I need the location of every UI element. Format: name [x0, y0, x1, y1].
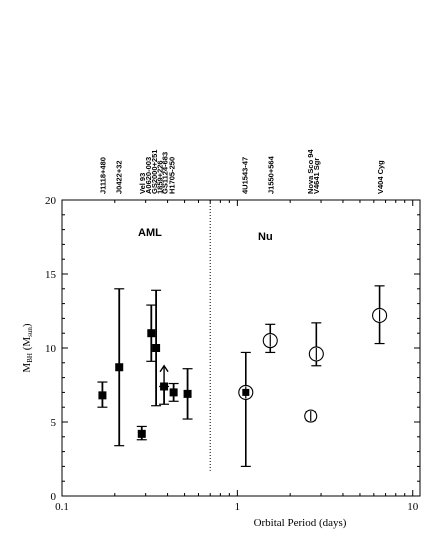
y-axis-label: MBH (Msun): [21, 323, 34, 372]
data-point-square: [146, 304, 157, 362]
data-point-square: [136, 425, 147, 441]
top-label: J1550+564: [267, 155, 276, 194]
top-label: GS2000+251: [150, 150, 159, 194]
data-point-square: [159, 364, 170, 405]
top-label: J0422+32: [115, 160, 124, 194]
data-point-square: [97, 381, 108, 408]
y-label-sub: BH: [26, 353, 34, 363]
limit-arrow-head: [159, 364, 169, 373]
y-tick-label: 5: [51, 417, 57, 429]
square-marker: [183, 389, 192, 398]
square-marker: [115, 363, 124, 372]
y-tick-label: 10: [45, 343, 57, 355]
data-point-square: [182, 368, 193, 420]
square-marker: [137, 429, 146, 438]
labels: AML Nu Orbital Period (days) MBH (Msun) …: [21, 149, 385, 529]
y-tick-label: 20: [45, 195, 57, 207]
top-label: V404 Cyg: [376, 160, 385, 194]
y-tick-label: 15: [45, 269, 57, 281]
square-marker: [98, 391, 107, 400]
axes: [61, 199, 421, 497]
data-point-square: [151, 289, 162, 407]
square-marker: [147, 329, 156, 338]
region-label-aml: AML: [138, 227, 162, 239]
top-label: 4U1543-47: [241, 157, 250, 194]
square-marker: [152, 344, 161, 352]
x-tick-label: 0.1: [55, 501, 69, 513]
top-label: GS1124-683: [161, 152, 170, 194]
top-label: Nova Sco 94: [306, 149, 315, 194]
ticks: 0 5 10 15 20 0.1 1 10: [45, 195, 420, 513]
region-label-nu: Nu: [258, 231, 273, 243]
top-label: Vel 93: [138, 173, 147, 194]
top-label: A0620-003: [144, 157, 153, 194]
plot-frame: [61, 199, 421, 497]
square-marker: [160, 382, 169, 391]
data-point-square: [114, 288, 125, 447]
y-label-unit-sub: sun: [26, 327, 34, 337]
top-label: 1859+226: [156, 160, 165, 194]
x-axis-label: Orbital Period (days): [254, 517, 347, 529]
x-tick-label: 10: [407, 501, 419, 513]
data-point-circle: [372, 285, 388, 345]
x-tick-label: 1: [235, 501, 241, 513]
y-label-main: M: [21, 363, 33, 373]
square-marker: [169, 388, 178, 397]
data-point-square: [168, 382, 179, 402]
data-point-circle: [238, 351, 254, 467]
top-label: J1118+480: [98, 157, 107, 194]
y-label-unit-main: M: [21, 337, 33, 347]
data-points: [97, 285, 388, 467]
data-point-circle: [308, 322, 324, 367]
top-label: H1705-250: [167, 157, 176, 194]
data-point-circle: [262, 323, 278, 354]
y-tick-label: 0: [51, 491, 57, 503]
data-point-circle: [304, 409, 318, 423]
top-label: V4641 Sgr: [312, 158, 321, 194]
